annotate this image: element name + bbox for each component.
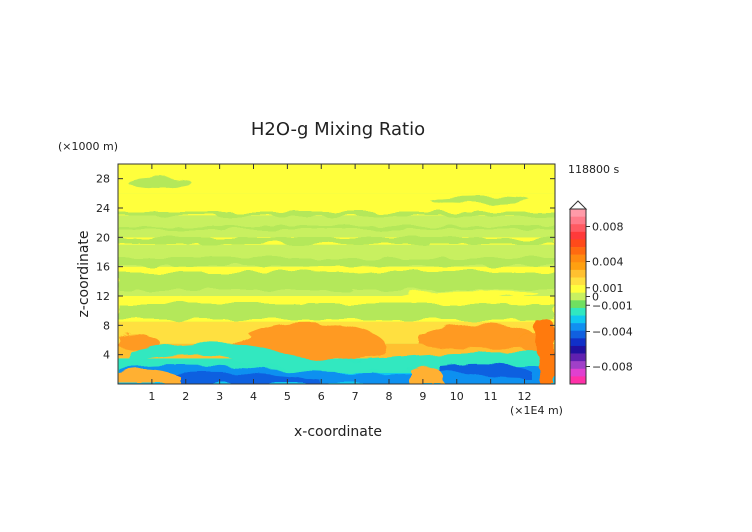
dry-filament [440, 363, 530, 378]
y-tick-label: 8 [103, 319, 110, 332]
upper-band [118, 226, 555, 229]
colorbar-cell [570, 247, 586, 255]
upper-band [118, 304, 555, 320]
y-tick-label: 4 [103, 349, 110, 362]
colorbar-cell [570, 239, 586, 248]
colorbar-tick-label: 0.008 [592, 221, 624, 234]
colorbar-cells [570, 209, 586, 385]
x-tick-label: 3 [216, 390, 223, 403]
colorbar-cell [570, 277, 586, 286]
y-tick-label: 12 [96, 290, 110, 303]
surface-moist [118, 368, 180, 384]
colorbar-cell [570, 361, 586, 370]
chart-title: H2O-g Mixing Ratio [251, 119, 425, 140]
surface-moist [535, 319, 555, 384]
mid-patch [300, 266, 380, 274]
dry-filament [130, 342, 555, 373]
colorbar-cell [570, 262, 586, 271]
y-unit-label: (×1000 m) [58, 140, 118, 153]
colorbar-cell [570, 376, 586, 385]
x-tick-label: 5 [284, 390, 291, 403]
mid-patch [160, 296, 280, 304]
colorbar-cell [570, 209, 586, 217]
colorbar-cell [570, 368, 586, 377]
mid-patch [400, 291, 540, 299]
moist-tongue [118, 333, 161, 351]
colorbar-cell [570, 292, 586, 301]
upper-band [118, 212, 555, 216]
x-tick-label: 9 [419, 390, 426, 403]
moist-tongue [420, 324, 539, 349]
upper-band [118, 238, 555, 244]
colorbar-cell [570, 307, 586, 316]
upper-patch [430, 196, 530, 204]
y-tick-label: 20 [96, 231, 110, 244]
x-tick-label: 2 [182, 390, 189, 403]
x-tick-label: 4 [250, 390, 257, 403]
colorbar-arrow-top [568, 200, 588, 210]
x-tick-label: 12 [518, 390, 532, 403]
surface-moist [410, 366, 445, 384]
x-tick-label: 7 [352, 390, 359, 403]
upper-patch [128, 178, 192, 188]
colorbar-cell [570, 269, 586, 278]
y-tick-label: 24 [96, 202, 110, 215]
time-label: 118800 s [568, 163, 619, 176]
y-axis-label: z-coordinate [76, 230, 92, 317]
colorbar-cell [570, 315, 586, 324]
x-tick-label: 1 [148, 390, 155, 403]
colorbar-cell [570, 216, 586, 225]
colorbar-tick-label: −0.004 [592, 326, 633, 339]
x-axis: 1 2 3 4 5 6 7 8 9 10 11 12 [148, 164, 532, 403]
x-tick-label: 10 [450, 390, 464, 403]
upper-band [118, 258, 555, 266]
colorbar-cell [570, 353, 586, 362]
colorbar-cell [570, 285, 586, 293]
colorbar-cell [570, 330, 586, 339]
upper-band [118, 272, 555, 290]
colorbar-cell [570, 224, 586, 233]
x-axis-label: x-coordinate [294, 424, 382, 440]
colorbar-cell [570, 345, 586, 354]
y-tick-label: 16 [96, 261, 110, 274]
y-tick-label: 28 [96, 173, 110, 186]
colorbar-cell [570, 231, 586, 240]
field-band [118, 164, 555, 194]
y-axis: 4 8 12 16 20 24 28 [96, 173, 555, 362]
x-tick-label: 8 [386, 390, 393, 403]
colorbar-tick-label: 0 [592, 291, 599, 304]
colorbar-tick-label: −0.008 [592, 361, 633, 374]
colorbar-cell [570, 338, 586, 347]
x-tick-label: 11 [484, 390, 498, 403]
plot-frame [117, 163, 556, 385]
colorbar-tick-label: −0.001 [592, 299, 633, 312]
colorbar-cell [570, 300, 586, 309]
dry-filament [170, 372, 320, 384]
colorbar-tick-label: 0.004 [592, 256, 624, 269]
x-unit-label: (×1E4 m) [510, 404, 563, 417]
colorbar-cell [570, 323, 586, 332]
colorbar-cell [570, 254, 586, 263]
colorbar-tick-label: 0.001 [592, 282, 624, 295]
x-tick-label: 6 [318, 390, 325, 403]
field-features [118, 178, 555, 384]
